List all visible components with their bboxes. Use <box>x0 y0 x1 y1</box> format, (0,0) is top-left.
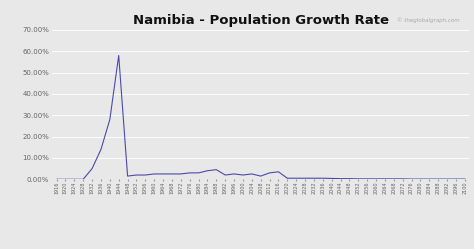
Title: Namibia - Population Growth Rate: Namibia - Population Growth Rate <box>133 14 389 27</box>
Text: © theglobalgraph.com: © theglobalgraph.com <box>397 17 460 23</box>
